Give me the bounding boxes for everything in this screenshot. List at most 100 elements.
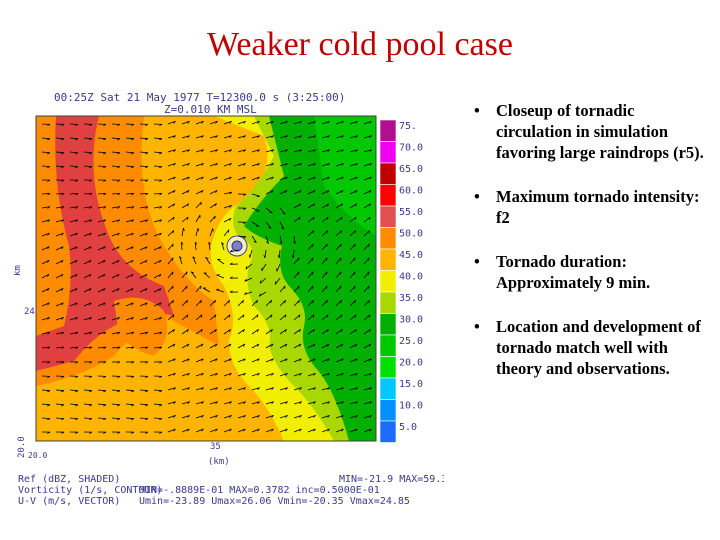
wind-vector xyxy=(55,389,65,392)
wind-vector xyxy=(195,176,204,181)
wind-vector xyxy=(363,176,372,181)
wind-vector-head xyxy=(368,271,370,275)
wind-vector-head xyxy=(103,404,107,407)
wind-vector-head xyxy=(270,300,272,304)
wind-vector-head xyxy=(145,376,149,379)
wind-vector-head xyxy=(173,387,176,390)
wind-vector xyxy=(321,190,330,195)
wind-vector-head xyxy=(271,415,274,418)
wind-vector-head xyxy=(197,228,200,232)
wind-vector xyxy=(139,165,149,167)
wind-vector-head xyxy=(327,343,330,347)
wind-vector-head xyxy=(369,176,372,180)
wind-vector xyxy=(55,206,64,209)
wind-vector xyxy=(293,314,301,321)
wind-vector xyxy=(223,372,232,377)
wind-vector-head xyxy=(228,329,231,333)
wind-vector xyxy=(307,299,314,307)
wind-vector xyxy=(335,299,342,307)
wind-vector-head xyxy=(103,390,107,393)
wind-vector xyxy=(111,137,121,140)
wind-vector-head xyxy=(131,273,134,277)
wind-vector xyxy=(125,331,134,335)
wind-vector xyxy=(279,190,288,195)
wind-vector xyxy=(205,257,211,265)
wind-vector-head xyxy=(259,280,262,284)
bullet-text: Tornado duration: Approximately 9 min. xyxy=(496,252,651,292)
wind-vector-head xyxy=(131,361,135,364)
wind-vector xyxy=(265,135,274,139)
wind-vector xyxy=(237,299,244,307)
wind-vector-head xyxy=(173,149,176,153)
wind-vector-head xyxy=(368,300,370,304)
wind-vector-head xyxy=(341,190,344,194)
wind-vector-head xyxy=(89,206,93,209)
wind-vector-head xyxy=(355,387,358,390)
wind-vector xyxy=(195,299,202,307)
wind-vector-head xyxy=(298,203,302,207)
wind-vector-head xyxy=(369,190,372,194)
colorbar-swatch xyxy=(379,356,397,379)
wind-vector-head xyxy=(131,346,135,350)
wind-vector xyxy=(209,343,218,349)
wind-vector xyxy=(223,205,232,209)
wind-vector xyxy=(335,271,342,279)
wind-vector xyxy=(259,277,267,284)
wind-vector xyxy=(223,191,232,195)
wind-vector-head xyxy=(201,343,204,347)
wind-vector xyxy=(276,263,281,272)
wind-vector xyxy=(264,249,267,258)
wind-vector xyxy=(251,135,260,139)
wind-vector-head xyxy=(285,176,288,180)
wind-vector xyxy=(167,135,176,139)
wind-vector xyxy=(195,372,204,377)
wind-vector-head xyxy=(187,163,190,166)
wind-vector xyxy=(167,149,176,153)
wind-vector xyxy=(237,401,246,405)
wind-vector xyxy=(83,259,92,265)
wind-vector-head xyxy=(172,314,175,318)
wind-vector-head xyxy=(75,431,79,434)
wind-vector xyxy=(279,372,288,377)
wind-vector xyxy=(195,285,202,293)
wind-vector xyxy=(83,403,93,406)
wind-vector xyxy=(97,219,106,223)
wind-vector-head xyxy=(279,241,283,245)
wind-vector xyxy=(139,417,149,419)
wind-vector-head xyxy=(159,206,163,209)
wind-vector-head xyxy=(242,329,245,333)
wind-vector-head xyxy=(89,193,93,196)
wind-vector-head xyxy=(243,343,246,347)
wind-vector-head xyxy=(312,300,314,304)
wind-vector-head xyxy=(312,216,315,220)
wind-vector xyxy=(69,232,78,237)
wind-vector xyxy=(258,291,267,297)
wind-vector-head xyxy=(285,415,288,418)
wind-vector-head xyxy=(313,343,316,347)
wind-vector-head xyxy=(75,206,79,209)
wind-vector xyxy=(307,285,314,293)
wind-vector xyxy=(153,206,162,209)
wind-vector-head xyxy=(131,404,135,407)
wind-vector xyxy=(55,259,64,265)
wind-vector xyxy=(209,215,216,223)
wind-vector xyxy=(335,257,342,265)
wind-vector xyxy=(293,343,302,349)
wind-vector xyxy=(181,176,190,181)
wind-vector-head xyxy=(159,361,163,364)
wind-vector-head xyxy=(312,271,314,275)
wind-vector xyxy=(97,288,106,293)
wind-vector xyxy=(349,372,358,377)
wind-vector-head xyxy=(117,376,121,379)
wind-vector xyxy=(181,415,190,419)
wind-vector xyxy=(181,401,190,405)
wind-vector xyxy=(41,288,50,293)
wind-vector-head xyxy=(186,285,188,289)
wind-vector-head xyxy=(298,314,301,318)
wind-vector xyxy=(349,387,358,391)
wind-vector xyxy=(83,273,92,279)
wind-vector-head xyxy=(229,163,232,166)
wind-vector xyxy=(55,219,64,223)
wind-vector xyxy=(335,343,344,349)
wind-vector-head xyxy=(47,390,51,393)
